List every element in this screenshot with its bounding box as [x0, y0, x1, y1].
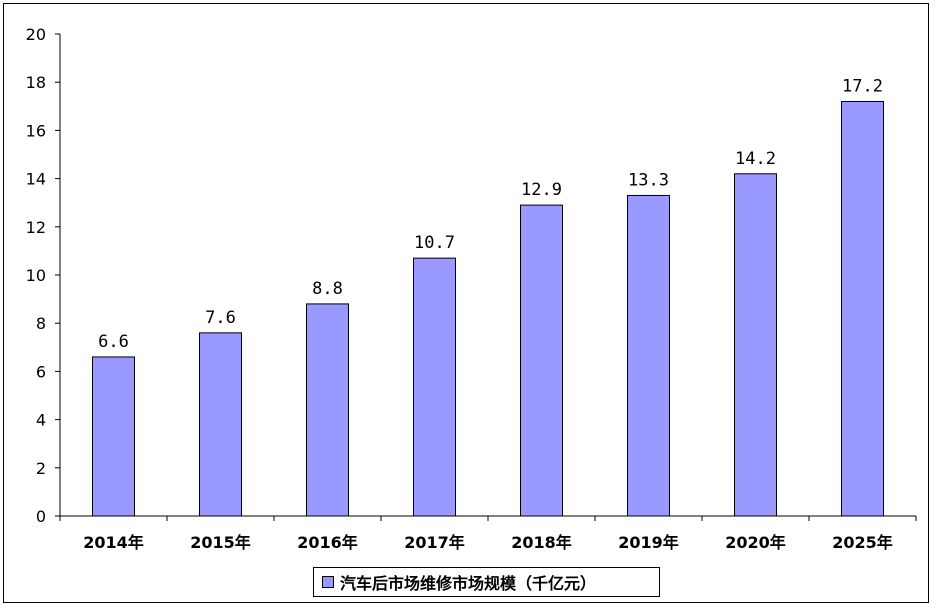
data-label: 14.2	[735, 149, 776, 169]
bar	[199, 332, 242, 517]
x-tick-label: 2015年	[190, 533, 251, 552]
bar	[92, 356, 135, 517]
y-tick-label: 8	[36, 314, 46, 333]
y-tick-label: 2	[36, 459, 46, 478]
bar	[306, 303, 349, 517]
y-tick-label: 6	[36, 362, 46, 381]
x-tick-label: 2018年	[511, 533, 572, 552]
data-label: 8.8	[312, 279, 343, 299]
bar	[841, 100, 884, 517]
bar	[627, 194, 670, 517]
y-tick-label: 20	[26, 25, 46, 44]
data-label: 10.7	[414, 233, 455, 253]
y-tick-label: 4	[36, 411, 46, 430]
x-tick-label: 2017年	[404, 533, 465, 552]
bar	[413, 257, 456, 517]
x-tick-label: 2020年	[725, 533, 786, 552]
data-label: 13.3	[628, 170, 669, 190]
legend-label: 汽车后市场维修市场规模（千亿元）	[340, 574, 597, 593]
y-tick-label: 14	[26, 170, 46, 189]
data-label: 6.6	[98, 332, 129, 352]
data-labels: 6.6 7.6 8.8 10.7 12.9 13.3 14.2 17.2	[98, 76, 883, 351]
y-tick-label: 18	[26, 73, 46, 92]
x-axis: 2014年 2015年 2016年 2017年 2018年 2019年 2020年 2025年	[59, 515, 917, 552]
x-tick-label: 2025年	[832, 533, 893, 552]
bar	[734, 173, 777, 517]
x-tick-label: 2016年	[297, 533, 358, 552]
legend: 汽车后市场维修市场规模（千亿元）	[313, 567, 660, 597]
legend-swatch	[322, 576, 334, 588]
data-label: 7.6	[205, 308, 236, 328]
y-axis: 0 2 4 6 8 10 12 14 16 18 20	[26, 25, 61, 526]
x-tick-label: 2019年	[618, 533, 679, 552]
data-label: 12.9	[521, 180, 562, 200]
y-tick-label: 12	[26, 218, 46, 237]
x-tick-label: 2014年	[83, 533, 144, 552]
bars	[92, 100, 884, 517]
bar	[520, 204, 563, 517]
y-tick-label: 10	[26, 266, 46, 285]
data-label: 17.2	[842, 76, 883, 96]
y-tick-label: 0	[36, 507, 46, 526]
y-tick-label: 16	[26, 121, 46, 140]
